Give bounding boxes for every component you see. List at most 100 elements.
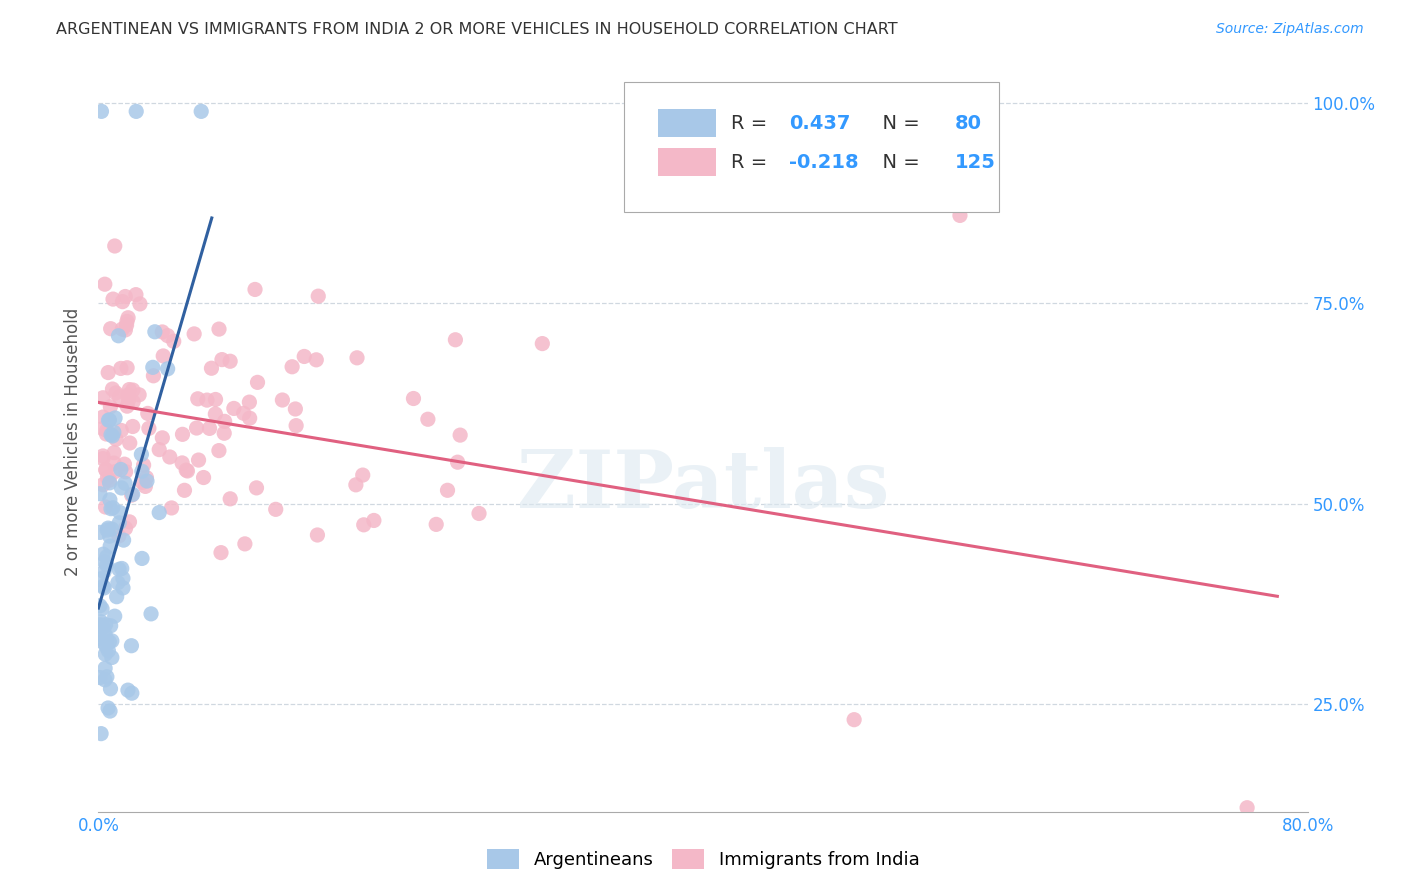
Point <box>425 517 447 532</box>
Point <box>120 639 142 653</box>
Point <box>101 522 124 536</box>
Point <box>243 282 266 296</box>
Point <box>246 376 269 390</box>
Point <box>110 424 132 438</box>
Point <box>94 661 117 675</box>
Point <box>949 209 972 223</box>
Point <box>108 506 131 520</box>
Point <box>112 457 135 471</box>
Point <box>104 411 127 425</box>
Point <box>107 328 129 343</box>
Text: ZIPatlas: ZIPatlas <box>517 447 889 525</box>
Point <box>91 579 114 593</box>
Point <box>129 297 152 311</box>
Point <box>307 289 329 303</box>
Point <box>232 406 254 420</box>
Point <box>114 289 136 303</box>
Point <box>96 423 118 437</box>
Point <box>108 529 131 543</box>
Point <box>91 391 114 405</box>
Point <box>104 239 127 253</box>
Point <box>111 294 134 309</box>
Point <box>98 492 121 507</box>
Point <box>91 620 114 634</box>
Point <box>115 360 138 375</box>
Point <box>96 670 118 684</box>
Point <box>198 421 221 435</box>
Point <box>110 462 132 476</box>
Point <box>148 506 170 520</box>
Point <box>117 310 139 325</box>
Point <box>285 418 308 433</box>
Point <box>93 581 115 595</box>
Point <box>136 406 159 420</box>
Point <box>101 500 124 515</box>
Point <box>94 277 117 292</box>
Point <box>98 704 121 718</box>
Point <box>219 354 242 368</box>
Point <box>150 431 173 445</box>
Point <box>111 561 134 575</box>
Point <box>89 599 111 613</box>
Point <box>93 555 115 569</box>
Point <box>98 529 121 543</box>
Point <box>134 479 156 493</box>
Point <box>89 632 111 646</box>
Text: R =: R = <box>731 153 773 172</box>
Point <box>222 401 245 416</box>
Point <box>131 447 153 461</box>
Point <box>90 615 112 629</box>
Point <box>104 386 127 401</box>
Point <box>163 334 186 349</box>
Point <box>156 361 179 376</box>
FancyBboxPatch shape <box>658 109 716 137</box>
Point <box>103 425 125 439</box>
Point <box>94 647 117 661</box>
Point <box>193 470 215 484</box>
Point <box>91 451 114 466</box>
Point <box>121 488 143 502</box>
Point <box>91 477 114 491</box>
Point <box>89 487 111 501</box>
Point <box>307 528 329 542</box>
Point <box>89 671 111 685</box>
Point <box>98 413 121 427</box>
Point <box>97 644 120 658</box>
Legend: Argentineans, Immigrants from India: Argentineans, Immigrants from India <box>478 839 928 879</box>
Point <box>131 551 153 566</box>
Point <box>94 500 117 514</box>
Point <box>305 352 328 367</box>
Point <box>156 328 179 343</box>
Point <box>1236 801 1258 815</box>
Point <box>121 383 143 397</box>
Point <box>96 558 118 573</box>
Point <box>174 463 197 477</box>
Point <box>98 400 121 414</box>
Point <box>844 713 866 727</box>
Point <box>98 475 121 490</box>
Point <box>159 450 181 464</box>
Point <box>100 619 122 633</box>
Point <box>96 470 118 484</box>
Point <box>531 336 554 351</box>
Point <box>121 487 143 501</box>
Point <box>281 359 304 374</box>
Point <box>138 421 160 435</box>
Point <box>142 368 165 383</box>
Text: 0.437: 0.437 <box>789 113 851 133</box>
Point <box>89 525 111 540</box>
Point <box>446 455 468 469</box>
Point <box>107 575 129 590</box>
Point <box>200 361 222 376</box>
Point <box>131 475 153 490</box>
Point <box>101 382 124 396</box>
Point <box>91 410 114 425</box>
Point <box>118 383 141 397</box>
Point <box>97 701 120 715</box>
Point <box>105 432 128 446</box>
Point <box>100 501 122 516</box>
Point <box>468 507 491 521</box>
Point <box>98 635 121 649</box>
Point <box>90 572 112 586</box>
Point <box>114 521 136 535</box>
